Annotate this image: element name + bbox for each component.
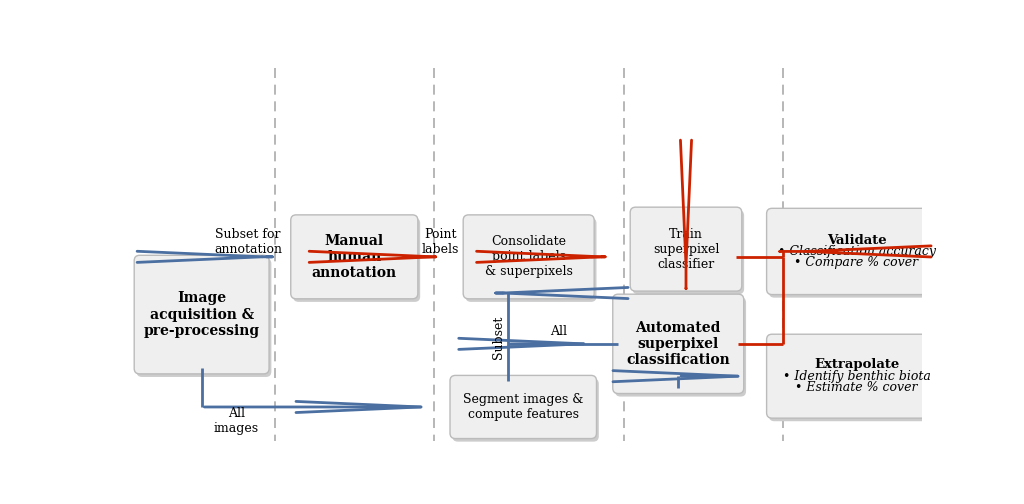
Text: Automated
superpixel
classification: Automated superpixel classification (627, 321, 730, 367)
Text: Subset: Subset (492, 316, 505, 359)
FancyBboxPatch shape (615, 297, 746, 397)
Text: • Compare % cover: • Compare % cover (795, 256, 919, 269)
FancyBboxPatch shape (453, 379, 599, 442)
Text: Consolidate
point labels
& superpixels: Consolidate point labels & superpixels (484, 235, 572, 278)
FancyBboxPatch shape (769, 337, 948, 421)
FancyBboxPatch shape (769, 211, 948, 298)
Text: Manual
human
annotation: Manual human annotation (311, 234, 397, 280)
Text: Segment images &
compute features: Segment images & compute features (463, 393, 584, 421)
FancyBboxPatch shape (450, 375, 597, 438)
Text: Point
labels: Point labels (422, 228, 459, 256)
Text: Image
acquisition &
pre-processing: Image acquisition & pre-processing (143, 291, 260, 338)
Text: All
images: All images (214, 407, 259, 435)
FancyBboxPatch shape (293, 218, 420, 302)
FancyBboxPatch shape (633, 210, 744, 294)
FancyBboxPatch shape (134, 256, 269, 374)
Text: Train
superpixel
classifier: Train superpixel classifier (653, 228, 719, 271)
FancyBboxPatch shape (612, 294, 743, 394)
FancyBboxPatch shape (291, 215, 418, 299)
FancyBboxPatch shape (767, 208, 946, 294)
FancyBboxPatch shape (463, 215, 594, 299)
Text: All: All (550, 325, 566, 338)
Text: • Identify benthic biota: • Identify benthic biota (782, 369, 931, 383)
FancyBboxPatch shape (466, 218, 597, 302)
Text: Extrapolate: Extrapolate (814, 358, 899, 371)
FancyBboxPatch shape (767, 334, 946, 418)
Text: Validate: Validate (826, 233, 887, 246)
Text: • Estimate % cover: • Estimate % cover (796, 381, 918, 394)
Text: • Classification accuracy: • Classification accuracy (777, 245, 936, 258)
FancyBboxPatch shape (630, 207, 741, 291)
Text: Subset for
annotation: Subset for annotation (214, 228, 283, 256)
FancyBboxPatch shape (136, 259, 271, 377)
